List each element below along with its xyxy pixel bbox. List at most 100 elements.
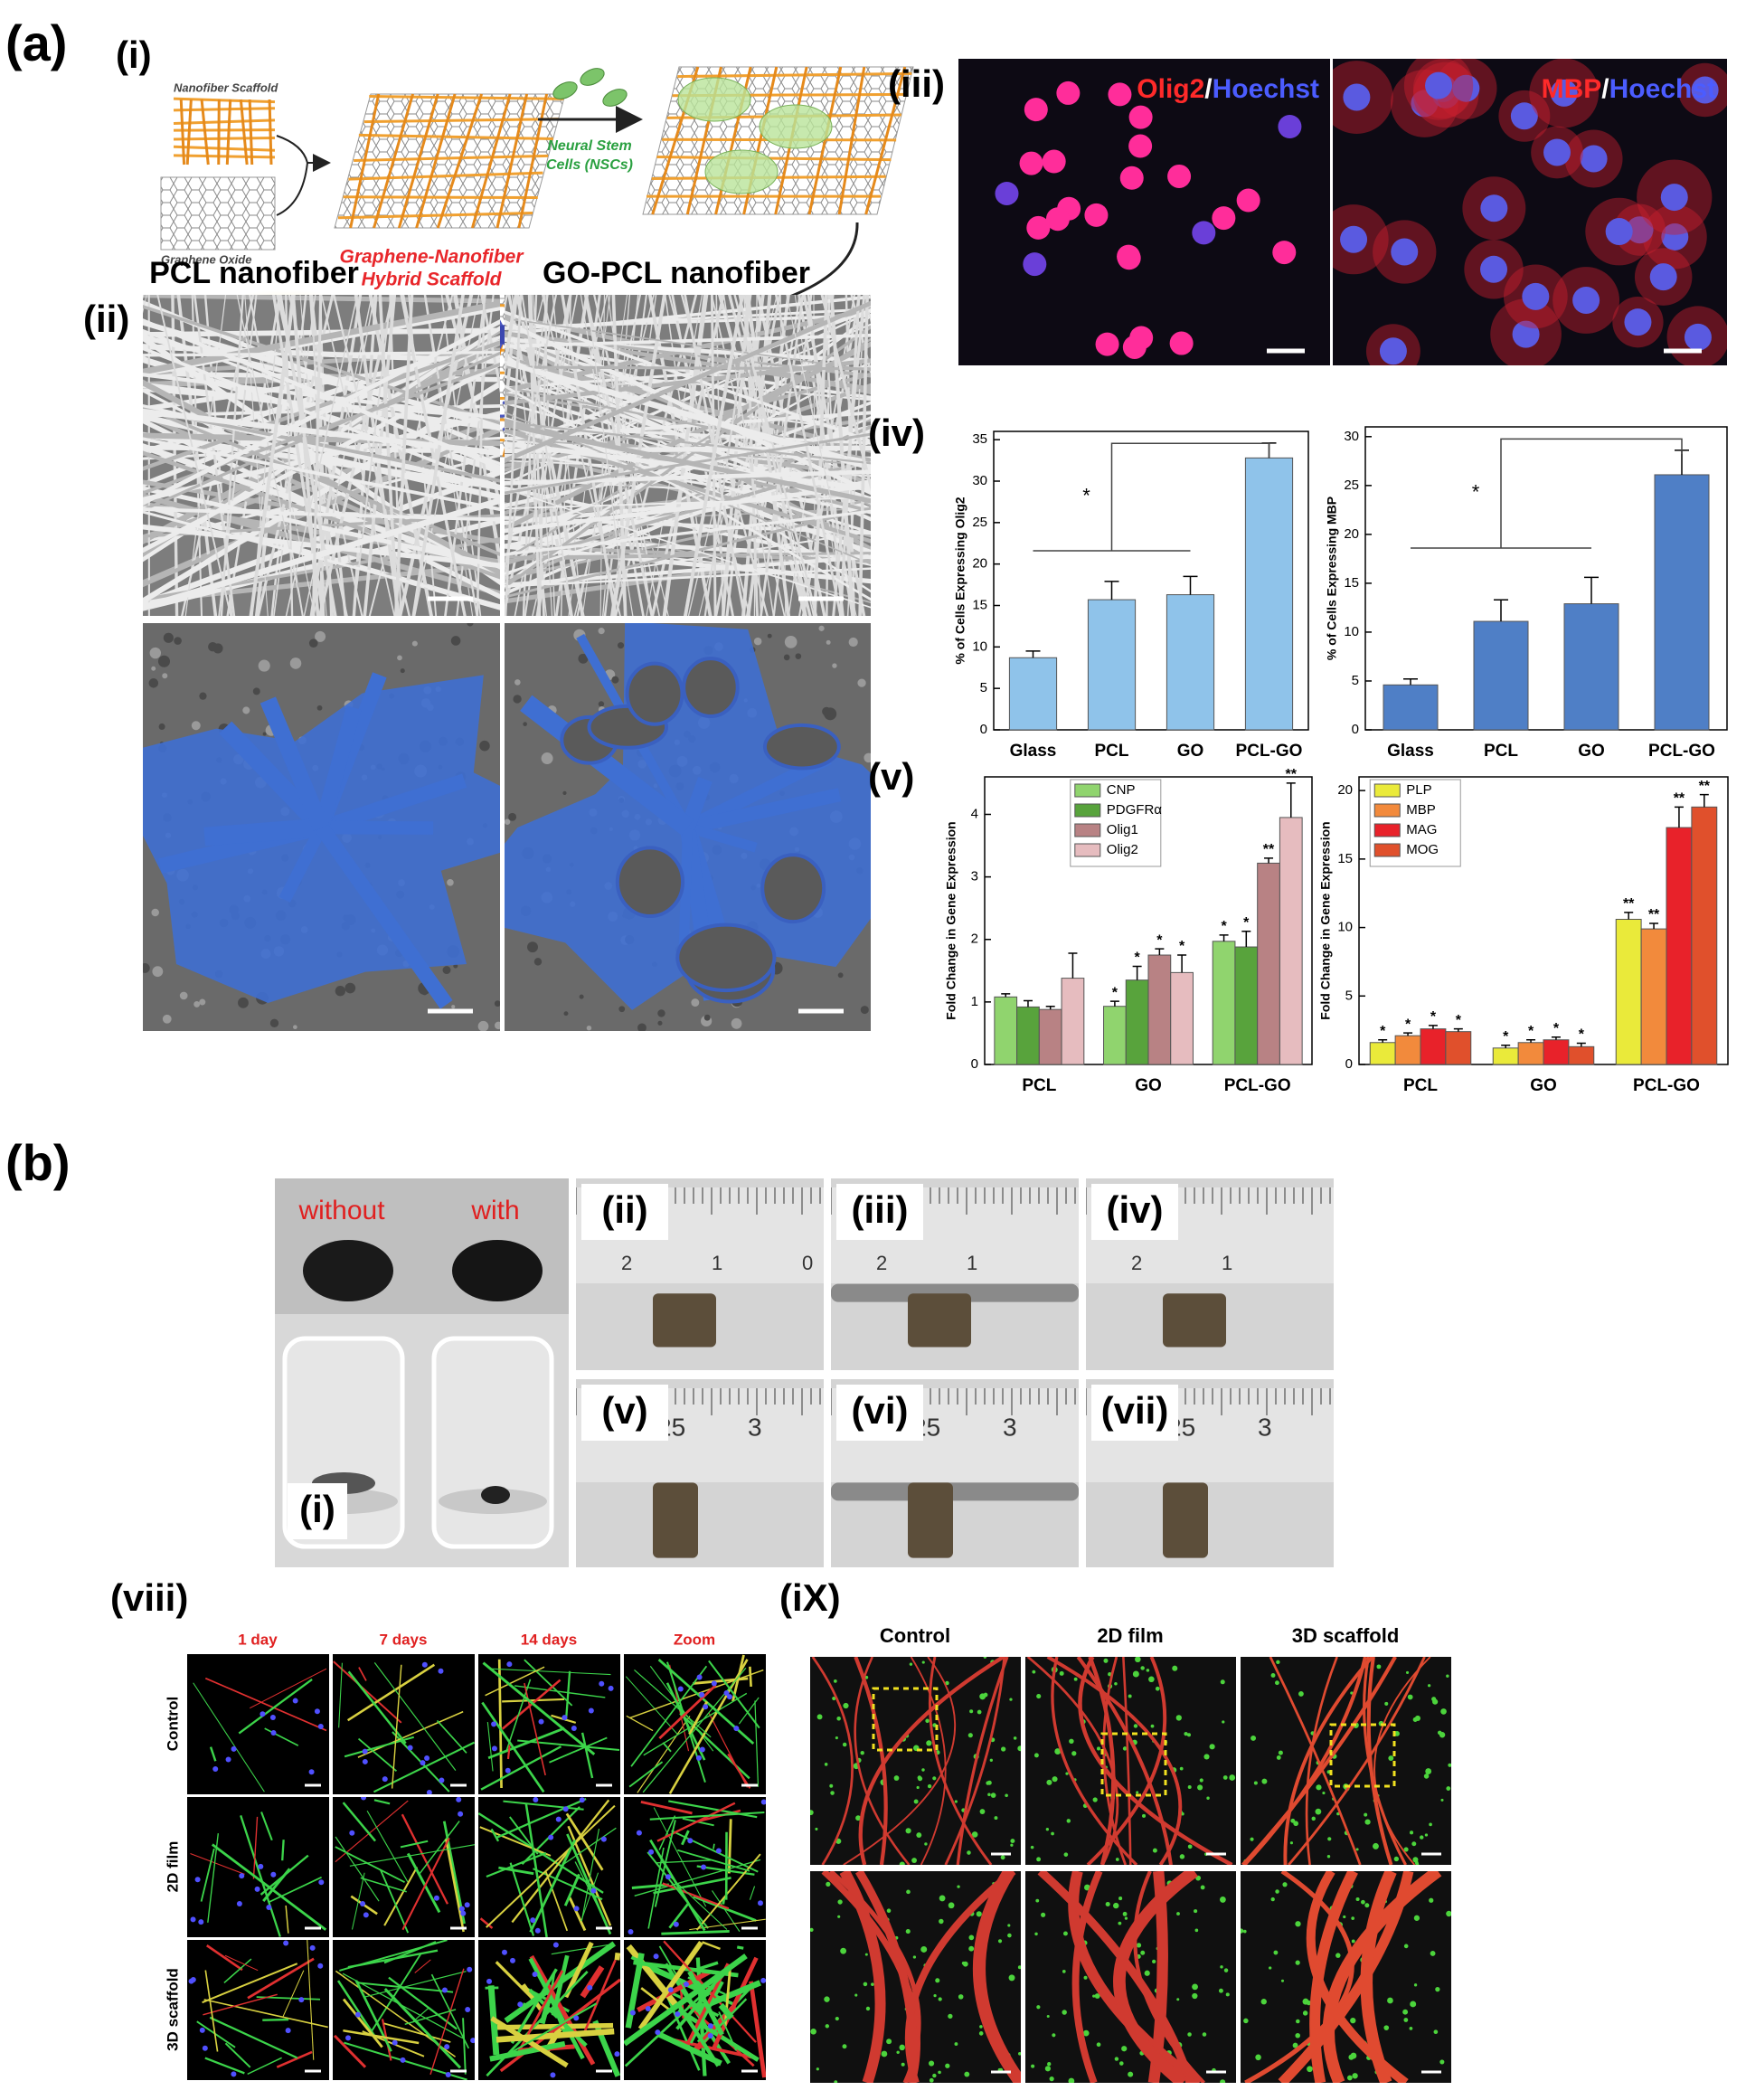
texture	[657, 1009, 665, 1017]
synapse-dot	[967, 1850, 971, 1855]
nucleus	[438, 1668, 444, 1674]
synapse-dot	[1052, 2033, 1056, 2038]
nucleus	[254, 1886, 260, 1892]
synapse-dot	[1199, 1778, 1203, 1783]
y-tick-label: 25	[1344, 478, 1359, 493]
nucleus	[460, 1910, 467, 1916]
significance-mark: *	[1179, 939, 1185, 954]
synapse-dot	[1410, 2001, 1417, 2008]
nucleus	[608, 1685, 614, 1691]
neurite	[368, 1953, 422, 2036]
neurite	[497, 1659, 503, 1789]
synapse-dot	[1046, 1779, 1052, 1785]
neurite	[346, 1663, 436, 1722]
nanofiber	[373, 93, 415, 229]
neurite	[658, 1815, 676, 1850]
synapse-dot	[1316, 1784, 1322, 1791]
texture	[533, 958, 543, 966]
neurite	[1122, 1657, 1132, 1865]
fiber	[413, 295, 480, 616]
nucleus	[701, 1864, 707, 1870]
neurite	[843, 1657, 957, 1865]
fiber	[703, 295, 752, 616]
nucleus	[636, 1830, 642, 1836]
synapse-dot	[1402, 2009, 1409, 2015]
synapse-dot	[979, 2025, 983, 2029]
error-bar	[1378, 1038, 1388, 1043]
nucleus	[1661, 222, 1689, 251]
pore	[615, 846, 685, 919]
fiber	[505, 295, 558, 574]
synapse-dot	[1292, 2042, 1298, 2048]
texture	[860, 1006, 869, 1015]
synapse-dot	[971, 1831, 978, 1838]
nucleus	[354, 2011, 361, 2018]
pore	[760, 853, 826, 924]
fiber	[476, 295, 486, 616]
ruler-number: 2	[876, 1252, 887, 1274]
bar	[1543, 1039, 1570, 1065]
label-box	[836, 1385, 923, 1441]
neurite	[669, 2037, 756, 2060]
synapse-dot	[1424, 1833, 1429, 1837]
nucleus	[433, 1895, 439, 1901]
nucleus	[699, 1746, 705, 1753]
y-tick-label: 10	[1344, 624, 1359, 639]
neurite	[190, 1852, 245, 1875]
nanofiber	[173, 145, 276, 152]
neurite	[1306, 1871, 1409, 2083]
synapse-dot	[1114, 2057, 1119, 2061]
nucleus	[648, 1849, 655, 1855]
synapse-dot	[1407, 1694, 1413, 1700]
neurite	[657, 2031, 722, 2067]
texture	[837, 972, 844, 979]
synapse-dot	[964, 2071, 970, 2077]
fiber	[738, 295, 807, 616]
nucleus	[1480, 255, 1508, 283]
bar	[1279, 817, 1303, 1065]
synapse-dot	[1122, 1746, 1128, 1751]
scaffold	[653, 1482, 698, 1558]
bar	[1087, 599, 1137, 731]
fiber	[143, 404, 500, 556]
header-part: MBP	[1542, 74, 1602, 104]
neurite	[357, 1737, 398, 1773]
texture	[157, 655, 171, 667]
neurite	[625, 1953, 645, 2029]
cell-process	[314, 705, 362, 830]
nucleus	[550, 2072, 556, 2078]
neurite	[196, 2020, 236, 2048]
texture	[494, 1000, 500, 1007]
nanofiber	[179, 99, 186, 166]
header-part: Hoechst	[1213, 74, 1319, 104]
texture	[151, 908, 159, 917]
synapse-dot	[1044, 2066, 1051, 2072]
texture	[199, 998, 206, 1006]
synapse-dot	[824, 1996, 830, 2002]
row-header: 3D scaffold	[164, 1968, 181, 2051]
ruler-number: 3	[1003, 1413, 1017, 1441]
texture	[191, 721, 201, 731]
neurite	[624, 1953, 748, 2047]
nucleus	[501, 1949, 507, 1955]
synapse-dot	[1209, 1744, 1215, 1750]
neurite	[723, 1969, 731, 2027]
neurite	[336, 1980, 377, 2039]
photo-label: without	[297, 1196, 385, 1225]
sem-cell-image	[143, 623, 500, 1031]
fiber	[378, 295, 399, 616]
texture	[262, 732, 267, 736]
neurite	[333, 1660, 402, 1724]
synapse-dot	[1200, 1885, 1205, 1890]
synapse-dot	[1118, 2061, 1124, 2066]
neurite	[656, 1802, 736, 1842]
nucleus	[590, 1887, 597, 1894]
neurite	[713, 1843, 715, 1849]
neurite	[203, 1993, 278, 2016]
fiber	[587, 295, 627, 616]
synapse-dot	[1289, 1841, 1294, 1845]
synapse-dot	[1295, 1960, 1300, 1965]
texture	[148, 678, 159, 688]
synapse-dot	[1413, 1983, 1418, 1987]
confocal-image	[810, 1871, 1021, 2083]
